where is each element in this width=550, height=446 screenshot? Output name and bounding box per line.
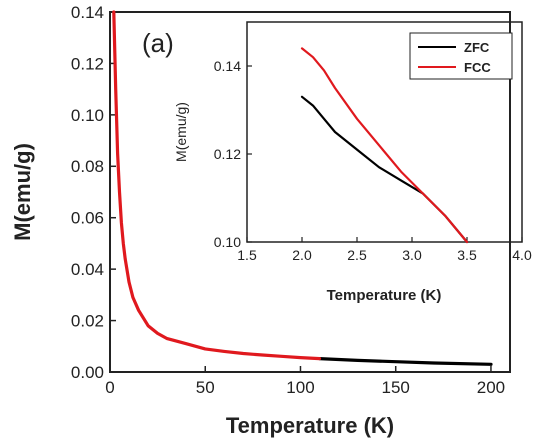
legend-label-zfc: ZFC <box>464 40 490 55</box>
series-line-zfc <box>300 95 469 244</box>
inset-plot-frame <box>246 21 523 243</box>
x-tick-label: 150 <box>382 378 410 397</box>
inset-y-axis: 0.10 0.12 0.14 <box>214 58 252 250</box>
main-series <box>112 10 493 366</box>
inset-series <box>300 47 469 244</box>
x-tick-label: 200 <box>477 378 505 397</box>
x-tick-label: 4.0 <box>512 247 532 263</box>
x-tick-label: 3.0 <box>402 247 422 263</box>
main-x-axis: 0 50 100 150 200 <box>105 366 505 397</box>
y-tick-label: 0.06 <box>71 209 104 228</box>
series-line-fcc <box>112 10 322 361</box>
x-tick-label: 2.0 <box>292 247 312 263</box>
legend-label-fcc: FCC <box>464 60 491 75</box>
main-y-axis: 0.00 0.02 0.04 0.06 0.08 0.10 0.12 0.14 <box>71 3 116 382</box>
y-tick-label: 0.10 <box>214 234 241 250</box>
inset-plot: 0.10 0.12 0.14 1.5 2.0 2.5 3.0 3.5 4.0 Temperat… <box>173 21 532 304</box>
main-x-axis-label: Temperature (K) <box>226 413 394 438</box>
x-tick-label: 50 <box>196 378 215 397</box>
x-tick-label: 2.5 <box>347 247 367 263</box>
series-line-zfc <box>317 357 493 366</box>
y-tick-label: 0.02 <box>71 312 104 331</box>
x-tick-label: 1.5 <box>237 247 257 263</box>
y-tick-label: 0.12 <box>214 146 241 162</box>
y-tick-label: 0.04 <box>71 260 104 279</box>
inset-y-axis-label: M(emu/g) <box>173 102 189 162</box>
main-plot: 0.00 0.02 0.04 0.06 0.08 0.10 0.12 0.14 0 50 100 1… <box>10 3 511 438</box>
panel-label: (a) <box>142 28 174 58</box>
series-line-fcc <box>300 47 469 244</box>
main-y-axis-label: M(emu/g) <box>10 143 35 241</box>
legend-box <box>409 32 513 80</box>
inset-x-axis-label: Temperature (K) <box>327 287 442 304</box>
y-tick-label: 0.14 <box>214 58 241 74</box>
y-tick-label: 0.00 <box>71 363 104 382</box>
y-tick-label: 0.14 <box>71 3 104 22</box>
inset-x-axis: 1.5 2.0 2.5 3.0 3.5 4.0 <box>237 237 532 263</box>
x-tick-label: 0 <box>105 378 114 397</box>
x-tick-label: 3.5 <box>457 247 477 263</box>
x-tick-label: 100 <box>286 378 314 397</box>
y-tick-label: 0.08 <box>71 157 104 176</box>
y-tick-label: 0.12 <box>71 54 104 73</box>
inset-legend: ZFC FCC <box>409 32 513 80</box>
y-tick-label: 0.10 <box>71 106 104 125</box>
main-plot-frame <box>109 11 511 373</box>
